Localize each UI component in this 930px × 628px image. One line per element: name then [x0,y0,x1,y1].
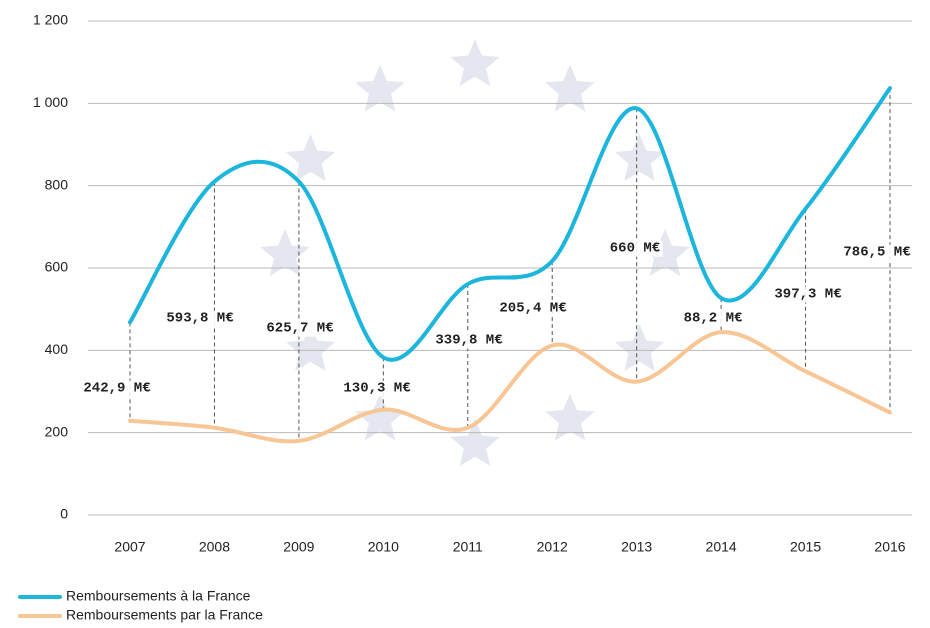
difference-label: 397,3 M€ [774,287,842,303]
label-background [81,380,154,397]
x-tick-label: 2009 [283,539,314,555]
label-background [341,380,414,397]
x-tick-label: 2011 [453,539,483,555]
star [614,324,665,371]
label-background [772,286,845,303]
difference-label: 660 M€ [610,241,661,257]
x-tick-label: 2016 [874,539,905,555]
y-tick-label: 600 [45,259,69,275]
difference-label: 88,2 M€ [684,311,743,327]
label-background [681,310,746,327]
y-tick-label: 400 [45,341,69,357]
x-tick-label: 2012 [537,539,568,555]
label-background [264,320,337,337]
y-tick-label: 200 [45,423,69,439]
difference-label: 339,8 M€ [435,333,503,349]
x-tick-label: 2013 [621,539,652,555]
x-tick-label: 2007 [114,539,145,555]
difference-label: 786,5 M€ [843,245,911,261]
label-background [164,310,237,327]
star [450,39,500,86]
star [355,64,405,112]
legend-label: Remboursements à la France [66,588,251,604]
star [545,393,595,441]
label-background [607,240,663,257]
background-stars [260,39,690,466]
x-tick-label: 2015 [790,539,821,555]
difference-label: 242,9 M€ [83,381,151,397]
x-tick-label: 2014 [706,539,737,555]
x-tick-label: 2010 [368,539,399,555]
label-background [497,300,570,317]
star [450,419,500,466]
star [285,134,336,181]
difference-label: 593,8 M€ [166,311,234,327]
difference-label: 130,3 M€ [343,381,411,397]
y-tick-label: 800 [45,176,69,192]
y-tick-label: 0 [60,506,68,522]
difference-label: 625,7 M€ [266,321,334,337]
star [285,324,336,371]
label-background [841,244,914,261]
star [614,134,665,181]
star [545,64,595,112]
y-tick-label: 1 000 [33,94,68,110]
legend-label: Remboursements par la France [66,607,263,623]
star [260,229,310,276]
difference-label: 205,4 M€ [499,301,567,317]
series-line [128,330,892,444]
label-background [433,332,506,349]
series-line [128,86,892,362]
star [355,393,405,441]
y-tick-label: 1 200 [33,12,68,28]
x-tick-label: 2008 [199,539,230,555]
star [640,229,690,276]
